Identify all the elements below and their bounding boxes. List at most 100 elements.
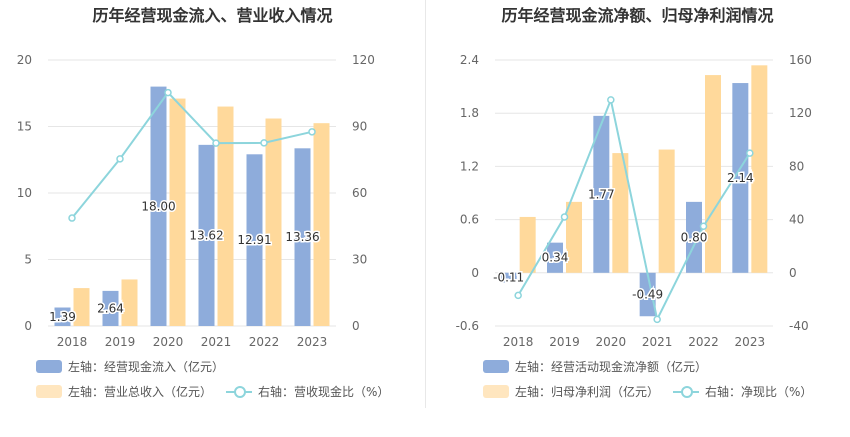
line-point — [699, 222, 708, 230]
x-tick-label: 2020 — [153, 335, 184, 349]
legend-label: 左轴：经营活动现金流净额（亿元） — [515, 360, 708, 374]
bar-series-2 — [169, 98, 186, 326]
bar-series-2 — [566, 201, 582, 273]
bar-series-2 — [265, 118, 282, 327]
line-point — [514, 291, 522, 300]
chart-panel-right: 历年经营现金流净额、归母净利润情况 -0.6 0 0.6 1.2 1.8 2.4 -40 0 4… — [425, 0, 850, 437]
legend-label: 右轴：营收现金比（%） — [258, 385, 390, 399]
bar-series-2 — [217, 106, 234, 326]
line-series — [517, 96, 751, 323]
bar-series-1 — [102, 290, 119, 326]
y-left-tick-label: 1.8 — [460, 106, 479, 120]
legend-label: 左轴：经营现金流入（亿元） — [68, 360, 225, 374]
x-tick-label: 2023 — [735, 335, 766, 349]
bar-series-1 — [150, 86, 167, 326]
y-left-tick-label: 0 — [24, 319, 32, 333]
bar-series-1 — [54, 307, 71, 326]
legend-label: 左轴：营业总收入（亿元） — [68, 385, 213, 399]
legend-item[interactable]: 右轴：营收现金比（%） — [226, 383, 389, 400]
x-tick-label: 2022 — [249, 335, 280, 349]
data-label: -0.11 — [493, 271, 524, 285]
legend-label: 左轴：归母净利润（亿元） — [515, 385, 660, 399]
bar-series-2 — [612, 153, 629, 273]
y-right-tick-label: 30 — [352, 253, 367, 267]
data-label: 12.91 — [237, 233, 271, 247]
y-right-tick-label: 160 — [789, 53, 812, 67]
data-label: 2.14 — [727, 171, 754, 185]
line-point — [308, 128, 316, 136]
panel-divider — [425, 0, 426, 408]
data-label: 0.34 — [542, 251, 569, 265]
line-point — [68, 214, 76, 222]
legend-row-2: 左轴：归母净利润（亿元） 右轴：净现比（%） — [483, 383, 826, 400]
y-left-tick-label: 20 — [17, 53, 32, 67]
bar-series-1 — [639, 272, 656, 317]
y-right-tick-label: 120 — [789, 106, 812, 120]
x-tick-label: 2020 — [596, 335, 627, 349]
data-label: 18.00 — [141, 199, 175, 213]
y-left-tick-label: -0.6 — [456, 319, 479, 333]
chart-title: 历年经营现金流入、营业收入情况 — [92, 6, 333, 25]
y-right-tick-label: 0 — [352, 319, 360, 333]
chart-title: 历年经营现金流净额、归母净利润情况 — [501, 6, 774, 25]
y-right-tick-label: 0 — [789, 266, 797, 280]
legend-item[interactable]: 右轴：净现比（%） — [673, 383, 812, 400]
bar-series-1 — [294, 148, 311, 326]
data-label: -0.49 — [632, 288, 663, 302]
line-point — [260, 139, 268, 147]
x-tick-label: 2018 — [503, 335, 534, 349]
y-right-tick-label: 120 — [352, 53, 375, 67]
bar-series-2 — [751, 65, 768, 273]
legend-swatch-yellow — [483, 385, 509, 398]
bar-series-2 — [313, 123, 330, 326]
legend-row-1: 左轴：经营活动现金流净额（亿元） — [483, 358, 721, 375]
chart-plot-right: -0.6 0 0.6 1.2 1.8 2.4 -40 0 40 80 120 160 2018 2019 2… — [456, 53, 812, 349]
legend-line-icon — [673, 385, 700, 398]
y-right-tick-label: 90 — [352, 120, 367, 134]
legend-item[interactable]: 左轴：经营现金流入（亿元） — [36, 358, 224, 375]
y-left-tick-label: 0 — [471, 266, 479, 280]
legend-label: 右轴：净现比（%） — [705, 385, 813, 399]
bar-series-1 — [732, 83, 749, 273]
y-left-tick-label: 15 — [17, 120, 32, 134]
x-tick-label: 2023 — [297, 335, 328, 349]
bar-series-1 — [547, 242, 563, 273]
y-right-tick-label: 60 — [352, 186, 367, 200]
legend-swatch-yellow — [36, 385, 62, 398]
y-left-tick-label: 0.6 — [460, 213, 479, 227]
chart-panel-left: 历年经营现金流入、营业收入情况 0 5 10 15 20 0 30 60 90 120 2018 20… — [17, 6, 403, 400]
line-point — [746, 149, 754, 157]
bar-series-1 — [500, 272, 517, 283]
line-point — [212, 139, 220, 147]
line-point — [164, 88, 172, 97]
y-left-tick-label: 1.2 — [460, 159, 479, 173]
y-right-tick-label: 80 — [789, 159, 804, 173]
x-tick-label: 2018 — [57, 335, 88, 349]
x-tick-label: 2021 — [201, 335, 232, 349]
line-point — [560, 213, 569, 221]
bar-series-1 — [246, 154, 263, 326]
y-left-tick-label: 5 — [24, 253, 32, 267]
legend-item[interactable]: 左轴：经营活动现金流净额（亿元） — [483, 358, 707, 375]
bar-series-2 — [705, 75, 721, 273]
data-label: 13.62 — [189, 228, 223, 242]
data-label: 1.39 — [49, 310, 76, 324]
legend-item[interactable]: 左轴：营业总收入（亿元） — [36, 383, 212, 400]
data-label: 0.80 — [681, 230, 708, 244]
line-series — [71, 91, 313, 219]
bar-series-2 — [121, 279, 138, 326]
data-label: 13.36 — [285, 230, 319, 244]
x-tick-label: 2021 — [642, 335, 673, 349]
bar-series-2 — [658, 149, 675, 273]
legend-swatch-blue — [483, 360, 509, 373]
legend-item[interactable]: 左轴：归母净利润（亿元） — [483, 383, 659, 400]
legend-line-icon — [226, 385, 253, 398]
y-right-tick-label: 40 — [789, 213, 804, 227]
y-left-tick-label: 10 — [17, 186, 32, 200]
line-point — [116, 155, 124, 163]
data-label: 2.64 — [97, 301, 124, 315]
legend-row-2: 左轴：营业总收入（亿元） 右轴：营收现金比（%） — [36, 383, 403, 400]
line-point — [607, 96, 615, 104]
legend-swatch-blue — [36, 360, 62, 373]
bar-series-1 — [198, 144, 215, 326]
